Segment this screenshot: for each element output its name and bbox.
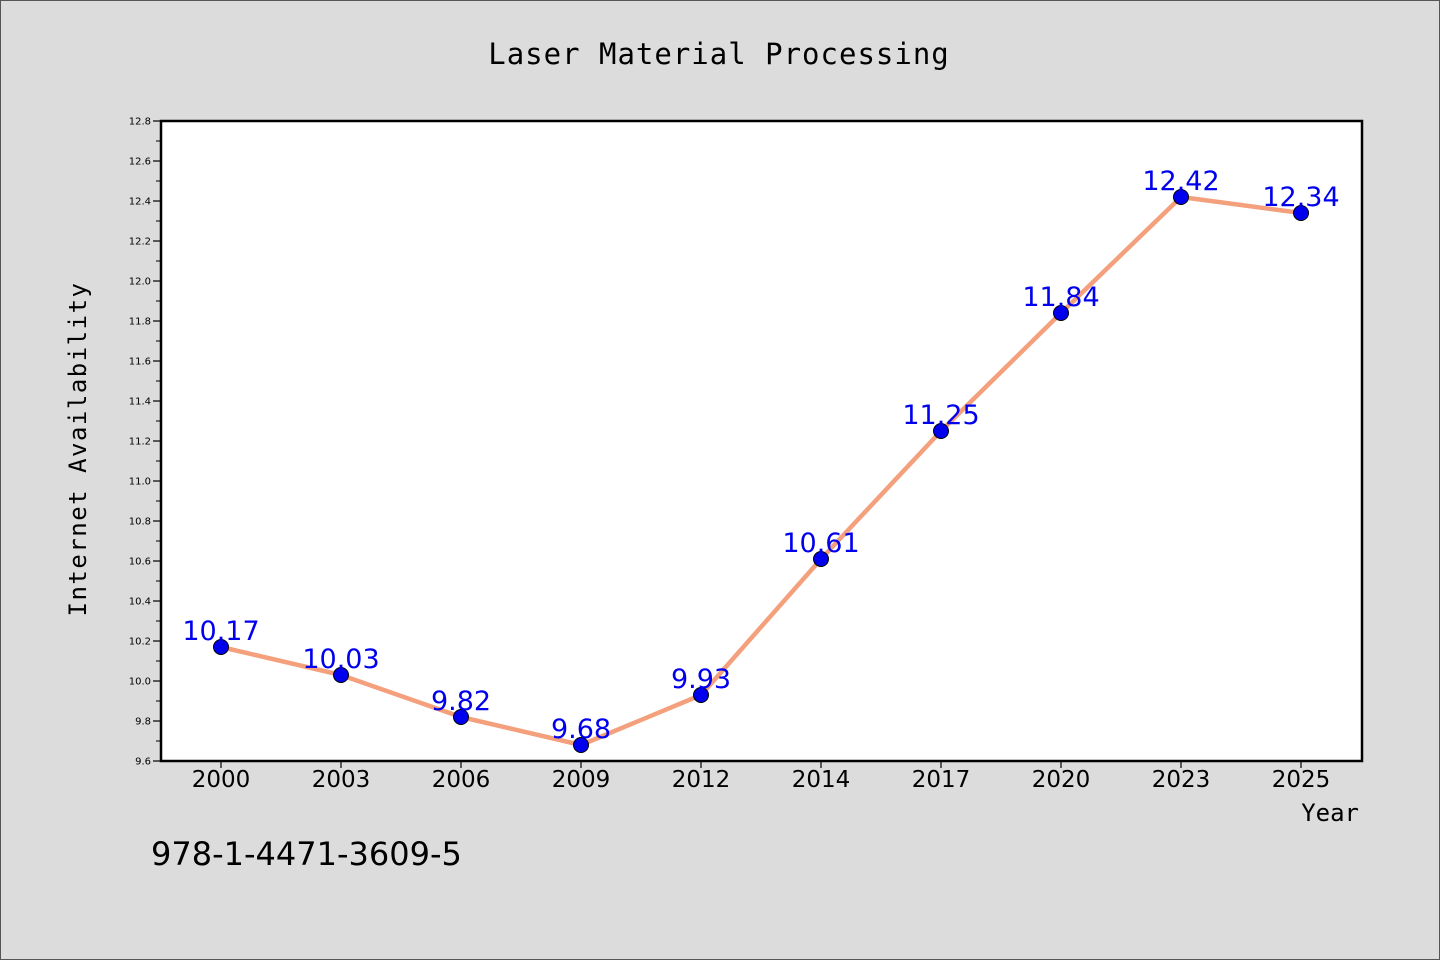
y-tick-label: 11.0 bbox=[129, 477, 151, 488]
x-tick-label: 2000 bbox=[192, 767, 251, 793]
data-label: 12.34 bbox=[1262, 182, 1339, 213]
y-tick-label: 11.6 bbox=[129, 357, 151, 368]
y-tick-label: 9.6 bbox=[135, 757, 151, 768]
data-label: 12.42 bbox=[1142, 166, 1219, 197]
data-point bbox=[1173, 189, 1189, 205]
y-tick-label: 11.2 bbox=[129, 437, 151, 448]
y-tick-label: 10.6 bbox=[129, 557, 151, 568]
x-tick-label: 2003 bbox=[312, 767, 371, 793]
data-label: 10.61 bbox=[782, 528, 859, 559]
data-point bbox=[933, 423, 949, 439]
y-tick-label: 11.8 bbox=[129, 317, 151, 328]
data-point bbox=[453, 709, 469, 725]
series-line-layer bbox=[220, 194, 1302, 748]
data-label: 9.68 bbox=[551, 714, 611, 745]
y-tick-label: 10.2 bbox=[129, 637, 151, 648]
y-tick-label: 9.8 bbox=[135, 717, 151, 728]
data-point bbox=[813, 551, 829, 567]
data-point bbox=[333, 667, 349, 683]
y-tick-label: 12.6 bbox=[129, 157, 151, 168]
series-markers bbox=[213, 189, 1309, 753]
data-label: 10.03 bbox=[302, 644, 379, 675]
y-tick-label: 11.4 bbox=[129, 397, 151, 408]
x-tick-label: 2012 bbox=[672, 767, 731, 793]
x-axis-ticks: 2000 2003 2006 2009 2012 2014 2017 2020 2023 2025 bbox=[192, 761, 1331, 793]
x-tick-label: 2006 bbox=[432, 767, 491, 793]
isbn-footer-text: 978-1-4471-3609-5 bbox=[151, 835, 462, 873]
x-tick-label: 2017 bbox=[912, 767, 971, 793]
x-tick-label: 2020 bbox=[1032, 767, 1091, 793]
y-tick-label: 12.2 bbox=[129, 237, 151, 248]
data-point bbox=[1053, 305, 1069, 321]
data-label: 11.84 bbox=[1022, 282, 1099, 313]
y-tick-label: 10.0 bbox=[129, 677, 151, 688]
x-tick-label: 2009 bbox=[552, 767, 611, 793]
series-line bbox=[220, 194, 1302, 748]
chart-title: Laser Material Processing bbox=[488, 37, 950, 71]
y-tick-label: 10.8 bbox=[129, 517, 151, 528]
data-point bbox=[213, 639, 229, 655]
data-label: 10.17 bbox=[182, 616, 259, 647]
x-tick-label: 2023 bbox=[1152, 767, 1211, 793]
y-axis-label: Internet Availability bbox=[64, 282, 92, 617]
x-tick-label: 2014 bbox=[792, 767, 851, 793]
x-axis-label: Year bbox=[1301, 799, 1359, 827]
data-point bbox=[573, 737, 589, 753]
y-tick-label: 12.4 bbox=[129, 197, 151, 208]
data-label: 9.93 bbox=[671, 664, 731, 695]
y-axis-ticks: 9.6 9.8 10.0 10.2 10.4 10.6 10.8 11.0 11.2 11.4 11… bbox=[129, 117, 161, 768]
data-label: 11.25 bbox=[902, 400, 979, 431]
y-tick-label: 10.4 bbox=[129, 597, 151, 608]
data-point bbox=[693, 687, 709, 703]
plot-area bbox=[159, 119, 1364, 763]
data-point bbox=[1293, 205, 1309, 221]
y-tick-label: 12.8 bbox=[129, 117, 151, 128]
data-label: 9.82 bbox=[431, 686, 491, 717]
y-tick-label: 12.0 bbox=[129, 277, 151, 288]
data-labels: 10.17 10.03 9.82 9.68 9.93 10.61 11.25 11.84 12.… bbox=[182, 166, 1339, 745]
x-tick-label: 2025 bbox=[1272, 767, 1331, 793]
